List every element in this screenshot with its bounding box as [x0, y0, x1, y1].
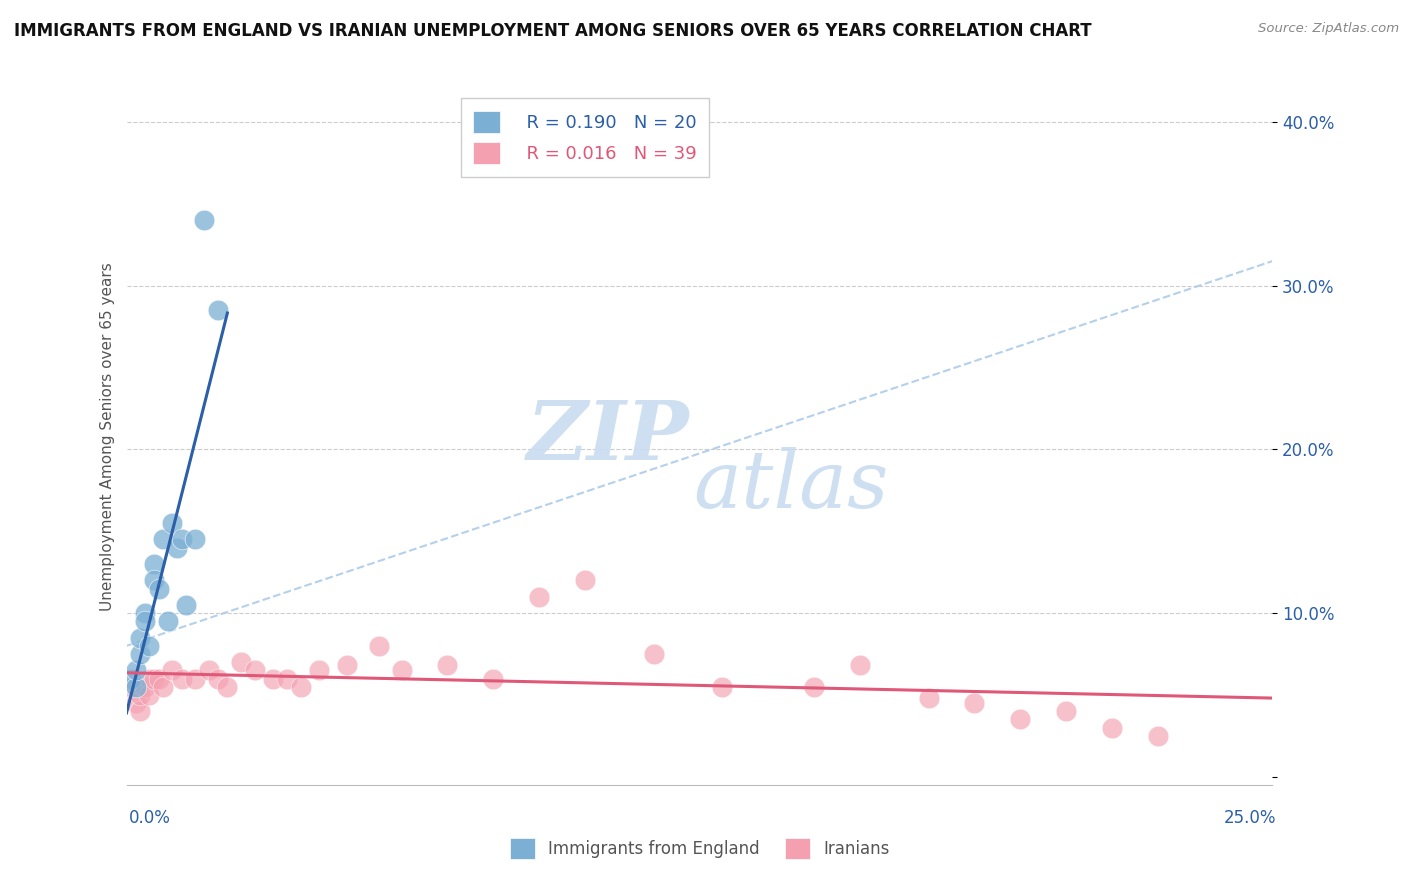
Legend: Immigrants from England, Iranians: Immigrants from England, Iranians [502, 830, 897, 867]
Point [276, 672, 298, 686]
Text: IMMIGRANTS FROM ENGLAND VS IRANIAN UNEMPLOYMENT AMONG SENIORS OVER 65 YEARS CORR: IMMIGRANTS FROM ENGLAND VS IRANIAN UNEMP… [14, 22, 1091, 40]
Y-axis label: Unemployment Among Seniors over 65 years: Unemployment Among Seniors over 65 years [100, 263, 115, 611]
Point [162, 516, 184, 530]
Point [162, 664, 184, 678]
Point [184, 672, 207, 686]
Point [803, 680, 825, 694]
Point [262, 672, 284, 686]
Point [125, 696, 148, 710]
Point [166, 541, 188, 555]
Point [143, 574, 166, 588]
Point [963, 696, 986, 710]
Point [148, 582, 170, 596]
Point [243, 664, 266, 678]
Point [436, 658, 458, 673]
Point [308, 664, 330, 678]
Point [1054, 704, 1077, 718]
Point [574, 574, 596, 588]
Point [156, 614, 179, 628]
Point [120, 672, 142, 686]
Point [129, 688, 152, 702]
Point [138, 639, 160, 653]
Text: Source: ZipAtlas.com: Source: ZipAtlas.com [1258, 22, 1399, 36]
Point [134, 680, 156, 694]
Text: 0.0%: 0.0% [129, 809, 172, 827]
Point [184, 533, 207, 547]
Text: ZIP: ZIP [526, 397, 689, 477]
Point [918, 691, 941, 706]
Point [207, 303, 229, 318]
Point [198, 664, 221, 678]
Point [138, 672, 160, 686]
Point [193, 213, 215, 227]
Point [290, 680, 312, 694]
Point [170, 672, 193, 686]
Point [125, 680, 148, 694]
Point [152, 680, 174, 694]
Point [335, 658, 357, 673]
Point [1010, 713, 1032, 727]
Point [367, 639, 389, 653]
Text: atlas: atlas [693, 447, 889, 524]
Point [482, 672, 505, 686]
Point [170, 533, 193, 547]
Point [129, 631, 152, 645]
Point [391, 664, 413, 678]
Point [148, 672, 170, 686]
Point [152, 533, 174, 547]
Point [1101, 721, 1123, 735]
Point [527, 590, 550, 604]
Point [849, 658, 872, 673]
Point [143, 672, 166, 686]
Point [138, 688, 160, 702]
Point [125, 664, 148, 678]
Point [134, 614, 156, 628]
Point [643, 647, 665, 661]
Point [129, 647, 152, 661]
Point [207, 672, 229, 686]
Point [134, 606, 156, 620]
Point [217, 680, 239, 694]
Point [129, 704, 152, 718]
Point [174, 598, 197, 612]
Point [143, 557, 166, 571]
Point [1147, 729, 1170, 743]
Point [231, 655, 253, 669]
Point [711, 680, 734, 694]
Text: 25.0%: 25.0% [1225, 809, 1277, 827]
Point [120, 680, 142, 694]
